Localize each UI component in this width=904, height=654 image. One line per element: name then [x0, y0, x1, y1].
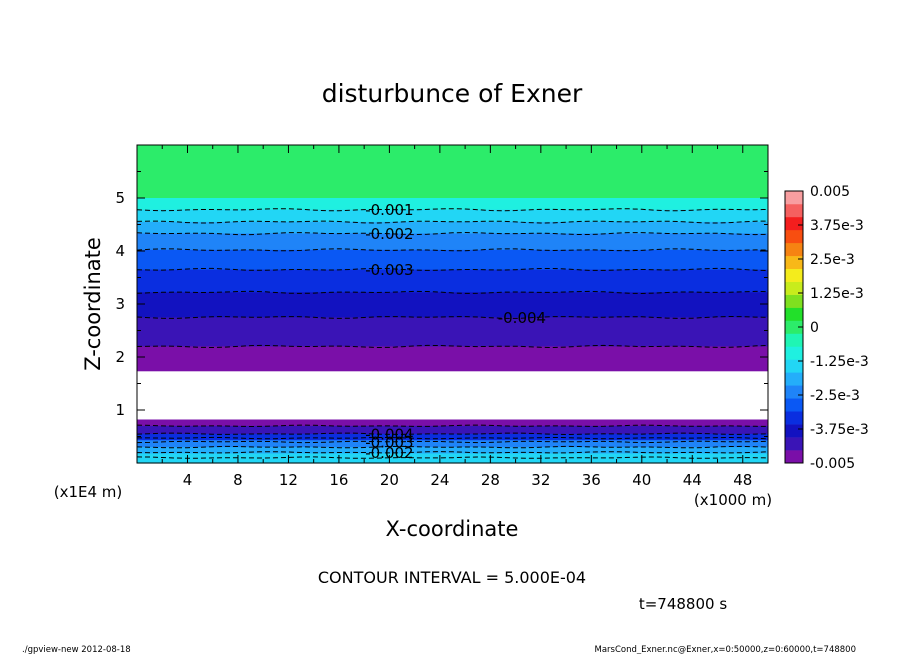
- contour-line: [136, 208, 769, 212]
- x-tick-label: 36: [582, 471, 601, 489]
- x-tick-label: 12: [279, 471, 298, 489]
- contour-label: -0.001: [365, 201, 413, 219]
- contour-line: [136, 440, 769, 444]
- contour-band: [137, 447, 768, 455]
- contour-band: [137, 419, 768, 427]
- contour-band: [137, 145, 768, 199]
- colorbar-swatch: [785, 372, 803, 386]
- x-tick-label: 44: [683, 471, 702, 489]
- contour-line: [136, 220, 769, 224]
- colorbar-swatch: [785, 281, 803, 295]
- contour-line: [136, 315, 769, 319]
- colorbar-tick-label: -0.005: [810, 456, 855, 472]
- contour-line: [137, 436, 769, 440]
- contour-band: [137, 425, 768, 435]
- colorbar-swatch: [785, 268, 803, 282]
- contour-band: [137, 440, 768, 448]
- contour-band: [137, 249, 768, 271]
- x-axis-unit: (x1000 m): [694, 491, 772, 509]
- x-tick-label: 4: [183, 471, 193, 489]
- colorbar-swatch: [785, 346, 803, 360]
- footer-right-text: MarsCond_Exner.nc@Exner,x=0:50000,z=0:60…: [594, 645, 856, 654]
- contour-line: [136, 456, 769, 459]
- colorbar-swatch: [785, 229, 803, 244]
- colorbar-swatch: [785, 320, 803, 334]
- colorbar-swatch: [785, 424, 803, 438]
- contour-band: [137, 198, 768, 211]
- colorbar-swatch: [785, 242, 803, 257]
- contour-fill-area: [137, 145, 768, 464]
- contour-band: [137, 221, 768, 235]
- contour-label: -0.002: [365, 225, 413, 243]
- colorbar-swatch: [785, 191, 803, 205]
- x-tick-label: 32: [531, 471, 550, 489]
- colorbar: 0.005 3.75e-3 2.5e-3 1.25e-3 0 -1.25e-3 -2.5e-…: [784, 184, 869, 472]
- colorbar-swatch: [785, 333, 803, 347]
- x-tick-label: 24: [430, 471, 449, 489]
- contour-line: [136, 267, 769, 271]
- x-tick-label: 40: [632, 471, 651, 489]
- y-tick-label: 1: [115, 401, 125, 419]
- contour-band: [137, 269, 768, 293]
- colorbar-swatch: [785, 255, 803, 270]
- colorbar-swatch: [785, 450, 803, 464]
- colorbar-swatch: [785, 385, 803, 399]
- colorbar-tick-label: 0: [810, 320, 819, 336]
- contour-line: [136, 231, 769, 236]
- contour-line: [136, 248, 769, 252]
- x-tick-label: 8: [233, 471, 243, 489]
- contour-band: [137, 371, 768, 421]
- contour-line: [136, 290, 769, 295]
- x-tick-label: 28: [481, 471, 500, 489]
- contour-line: [136, 344, 769, 349]
- colorbar-swatch: [785, 398, 803, 412]
- contour-band: [137, 292, 768, 318]
- colorbar-swatch: [785, 203, 803, 218]
- contour-band: [137, 209, 768, 223]
- contour-interval-note: CONTOUR INTERVAL = 5.000E-04: [318, 568, 586, 587]
- contour-band: [137, 346, 768, 372]
- y-tick-label: 4: [115, 242, 125, 260]
- colorbar-tick-label: -3.75e-3: [810, 422, 869, 438]
- time-label: t=748800 s: [639, 595, 727, 613]
- contour-label: -0.004: [365, 425, 413, 443]
- y-tick-label: 5: [115, 189, 125, 207]
- contour-lines: -0.001-0.002-0.003-0.004-0.004-0.003-0.0…: [136, 201, 769, 462]
- footer-left-text: ./gpview-new 2012-08-18: [22, 645, 131, 654]
- colorbar-tick-label: -1.25e-3: [810, 354, 869, 370]
- colorbar-tick-label: 2.5e-3: [810, 252, 855, 268]
- colorbar-swatch: [785, 437, 803, 451]
- x-axis: 4 8 12 16 20 24 28 32 36 40 44 48: [161, 145, 752, 489]
- x-tick-label: 16: [329, 471, 348, 489]
- x-axis-label: X-coordinate: [386, 517, 519, 541]
- colorbar-swatch: [785, 294, 803, 308]
- x-tick-label: 20: [380, 471, 399, 489]
- contour-line: [136, 432, 769, 436]
- colorbar-tick-label: -2.5e-3: [810, 388, 860, 404]
- colorbar-tick-label: 3.75e-3: [810, 218, 864, 234]
- y-axis: 1 2 3 4 5: [115, 171, 768, 437]
- colorbar-tick-label: 1.25e-3: [810, 286, 864, 302]
- colorbar-tick-label: 0.005: [810, 184, 850, 200]
- contour-line: [136, 451, 769, 454]
- y-axis-label: Z-coordinate: [81, 237, 105, 371]
- contour-band: [137, 453, 768, 464]
- y-tick-label: 3: [115, 295, 125, 313]
- y-axis-unit: (x1E4 m): [54, 483, 123, 501]
- y-tick-label: 2: [115, 348, 125, 366]
- contour-label: -0.004: [498, 309, 546, 327]
- contour-line: [136, 445, 769, 449]
- colorbar-swatch: [785, 411, 803, 425]
- colorbar-swatch: [785, 216, 803, 231]
- contour-band: [137, 317, 768, 347]
- colorbar-swatch: [785, 359, 803, 373]
- contour-band: [137, 233, 768, 251]
- colorbar-swatch: [785, 307, 803, 321]
- contour-label: -0.003: [365, 261, 413, 279]
- contour-band: [137, 433, 768, 441]
- x-tick-label: 48: [733, 471, 752, 489]
- chart-title: disturbunce of Exner: [322, 79, 583, 108]
- contour-line: [136, 424, 769, 428]
